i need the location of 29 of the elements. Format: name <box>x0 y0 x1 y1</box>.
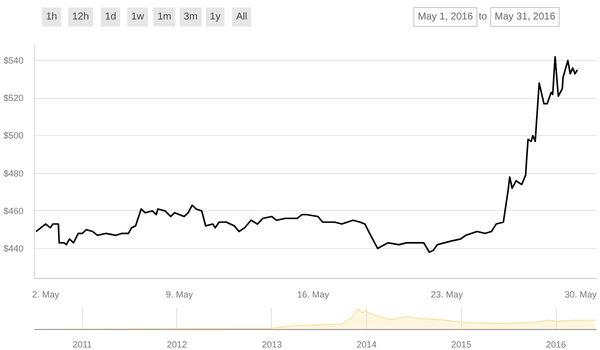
text: May 1, 2016 <box>418 12 474 22</box>
y-tick-label: $480 <box>3 168 24 178</box>
x-tick-label: 2016 <box>546 340 566 350</box>
x-tick-label: 16. May <box>297 290 330 300</box>
y-tick-label: $500 <box>3 130 24 141</box>
x-tick-label: 2013 <box>262 340 282 350</box>
text: 1d <box>105 12 116 22</box>
y-tick-label: $540 <box>3 56 24 66</box>
text: All <box>236 12 248 22</box>
text: to <box>478 12 488 22</box>
y-tick-label: $460 <box>3 206 24 216</box>
x-tick-label: 9. May <box>166 290 194 300</box>
x-tick-label: 30. May <box>564 290 598 300</box>
text: 1h <box>46 12 58 22</box>
text: May 31, 2016 <box>494 12 556 22</box>
x-tick-label: 2. May <box>32 290 60 300</box>
text: 3m <box>184 12 198 22</box>
y-tick-label: $440 <box>3 243 24 254</box>
text: 1w <box>131 12 145 22</box>
x-tick-label: 2014 <box>356 340 377 350</box>
y-tick-label: $520 <box>3 93 24 104</box>
text: 1y <box>210 12 220 22</box>
x-tick-label: 2015 <box>451 340 472 350</box>
text: 1m <box>157 12 172 22</box>
x-tick-label: 23. May <box>430 290 464 300</box>
x-tick-label: 2012 <box>166 340 187 350</box>
x-tick-label: 2011 <box>72 340 92 350</box>
line-series <box>35 56 578 253</box>
text: 12h <box>72 12 89 22</box>
